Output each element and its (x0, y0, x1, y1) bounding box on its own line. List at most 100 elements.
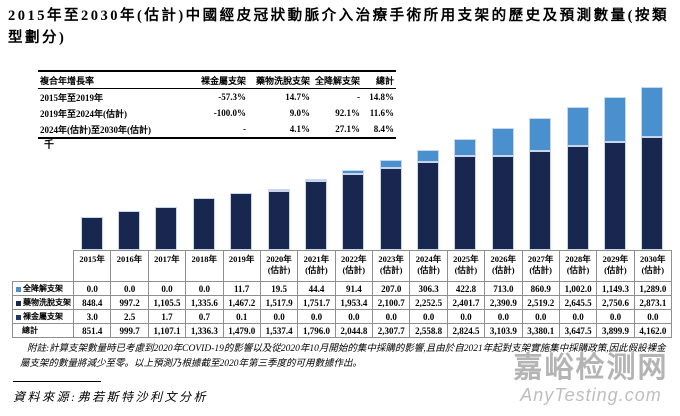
bar-segment (603, 97, 626, 143)
total-value-cell: 2,044.8 (334, 323, 374, 338)
year-header-row: 2015年 2016年 2017年 2018年 2019年 2020年 (估計) 2021年… (12, 250, 673, 282)
bar-slot (260, 87, 297, 250)
bar-2021年 (304, 179, 327, 250)
series-value-cell: 2,390.9 (484, 295, 523, 310)
cagr-value: - (243, 124, 246, 134)
bar-slot (372, 87, 409, 250)
bar-segment (342, 169, 365, 174)
bar-segment (230, 192, 253, 250)
year-header-cell: 2019年 (222, 250, 261, 282)
cagr-row: 2019年至2024年(估計) -100.0% 9.0% 92.1% 11.6% (38, 105, 396, 121)
cagr-value: -57.3% (218, 92, 246, 102)
total-value-cell: 1,479.0 (222, 323, 261, 338)
series-legend-cell: 裸金屬支架 (12, 309, 74, 324)
legend-swatch-icon (16, 300, 21, 306)
bar-slot (484, 87, 521, 250)
bar-slot (110, 87, 147, 250)
series-value-cell: 1,105.5 (147, 295, 187, 310)
series-value-cell: 0.0 (185, 281, 224, 296)
series-value-cell: 1,335.6 (185, 295, 224, 310)
total-row: 總計 851.4 999.7 1,107.1 1,336.3 1,479.0 1,537.4… (12, 323, 673, 338)
year-header-cell: 2024年 (估計) (409, 250, 448, 282)
cagr-value: 27.1% (335, 124, 360, 134)
bar-segment (603, 142, 626, 250)
series-value-cell: 0.0 (110, 281, 149, 296)
series-value-cell: 1.7 (147, 309, 187, 324)
bar-slot (148, 87, 185, 250)
series-value-cell: 0.0 (521, 309, 560, 324)
source-divider (13, 381, 101, 382)
bar-segment (417, 149, 440, 162)
series-value-cell: 860.9 (521, 281, 560, 296)
year-header-cell: 2022年 (估計) (334, 250, 374, 282)
bar-segment (641, 87, 664, 138)
bar-2025年 (454, 139, 477, 250)
stacked-bar-chart (73, 87, 671, 250)
bar-slot (522, 87, 559, 250)
bar-2029年 (603, 97, 626, 250)
series-value-cell: 1,517.9 (259, 295, 299, 310)
year-header-cell: 2030年 (估計) (633, 250, 673, 282)
series-value-cell: 306.3 (409, 281, 448, 296)
cagr-col-header: 複合年增長率 (40, 75, 95, 86)
bar-slot (297, 87, 334, 250)
series-value-cell: 0.7 (185, 309, 224, 324)
bar-slot (447, 87, 484, 250)
total-value-cell: 3,899.9 (596, 323, 635, 338)
total-value-cell: 4,162.0 (633, 323, 673, 338)
bar-2016年 (118, 210, 141, 250)
chart-data-table: 2015年 2016年 2017年 2018年 2019年 2020年 (估計) 2021年… (12, 250, 673, 338)
series-value-cell: 0.0 (558, 309, 598, 324)
series-value-cell: 0.0 (633, 309, 673, 324)
bar-slot (596, 87, 633, 250)
bar-2022年 (342, 169, 365, 250)
series-value-cell: 0.0 (334, 309, 374, 324)
series-value-cell: 2,401.7 (446, 295, 486, 310)
bar-segment (491, 128, 514, 157)
series-value-cell: 1,002.0 (558, 281, 598, 296)
bar-segment (267, 190, 290, 250)
year-header-cell: 2020年 (估計) (259, 250, 299, 282)
bar-segment (80, 216, 103, 250)
bar-2023年 (379, 159, 402, 250)
cagr-col-header: 總計 (375, 75, 394, 86)
bar-slot (634, 87, 671, 250)
series-value-cell: 2,100.7 (371, 295, 411, 310)
page-title: 2015年至2030年(估計)中國經皮冠狀動脈介入治療手術所用支架的歷史及預測數… (8, 8, 669, 46)
bar-segment (192, 197, 215, 250)
bar-slot (335, 87, 372, 250)
bar-segment (454, 155, 477, 250)
series-value-cell: 0.0 (484, 309, 523, 324)
cagr-period: 2015年至2019年 (40, 92, 104, 103)
series-value-cell: 0.0 (371, 309, 411, 324)
year-header-cell: 2026年 (估計) (484, 250, 523, 282)
bar-segment (304, 179, 327, 182)
cagr-row: 2015年至2019年 -57.3% 14.7% -14.8% (38, 89, 396, 106)
year-header-cell: 2027年 (估計) (521, 250, 560, 282)
year-header-cell: 2018年 (185, 250, 224, 282)
series-value-cell: 19.5 (259, 281, 299, 296)
series-value-cell: 3.0 (72, 309, 112, 324)
bar-segment (155, 206, 178, 250)
bar-2015年 (80, 216, 103, 250)
series-value-cell: 2.5 (110, 309, 149, 324)
series-value-cell: 0.0 (147, 281, 187, 296)
cagr-col-header: 藥物洗脫支架 (255, 75, 310, 86)
bar-2018年 (192, 197, 215, 250)
cagr-value: 11.6% (369, 108, 394, 118)
bar-segment (641, 137, 664, 250)
cagr-value: - (357, 92, 360, 102)
bar-slot (223, 87, 260, 250)
bar-segment (379, 167, 402, 250)
total-value-cell: 3,103.9 (484, 323, 523, 338)
cagr-value: 92.1% (335, 108, 360, 118)
year-header-cell: 2023年 (估計) (371, 250, 411, 282)
bar-segment (118, 210, 141, 250)
bar-2024年 (417, 149, 440, 250)
source-label: 資料來源:弗若斯特沙利文分析 (13, 390, 208, 404)
series-row: 裸金屬支架 3.0 2.5 1.7 0.7 0.1 0.0 0.0 0.0 0.0 0.0 0.0 0.… (12, 309, 673, 324)
cagr-value: 14.7% (285, 92, 310, 102)
cagr-col-header: 全降解支架 (314, 75, 360, 86)
total-value-cell: 2,307.7 (371, 323, 411, 338)
series-value-cell: 1,467.2 (222, 295, 261, 310)
